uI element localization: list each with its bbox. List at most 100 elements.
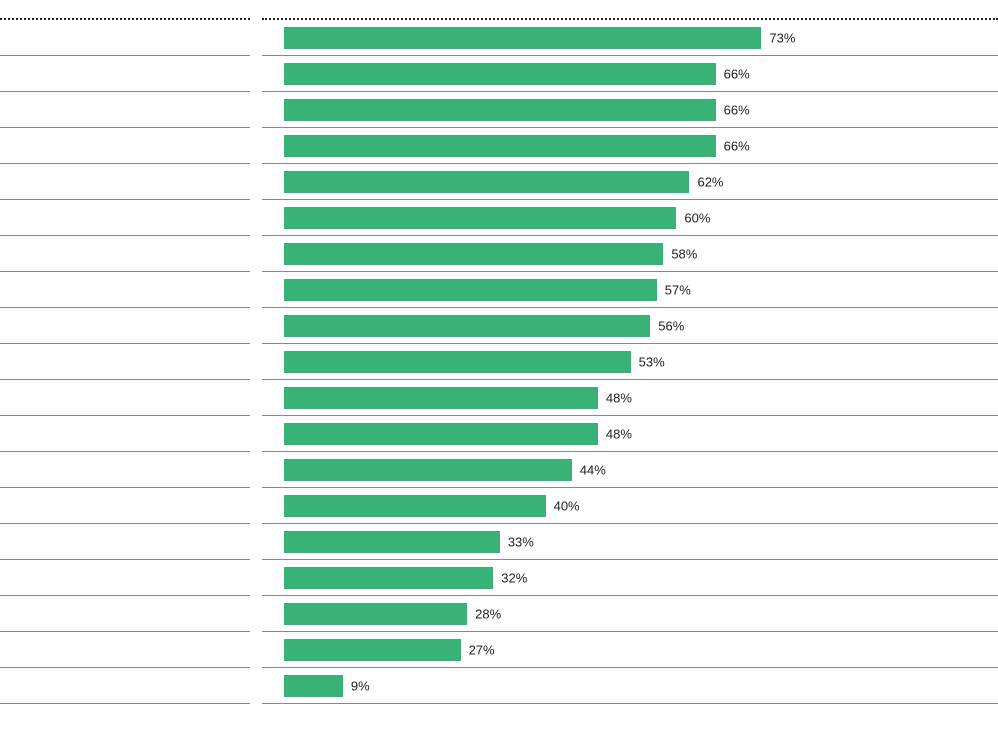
bar-track: 33% xyxy=(284,531,938,553)
bar-value-label: 66% xyxy=(724,138,750,153)
row-gap xyxy=(250,488,262,524)
header-divider-left xyxy=(0,0,250,20)
bar: 44% xyxy=(284,459,572,481)
row-bar-area: 66% xyxy=(262,56,998,92)
bar-value-label: 40% xyxy=(554,498,580,513)
row-label xyxy=(0,236,250,272)
chart-row: 44% xyxy=(0,452,998,488)
row-gap xyxy=(250,272,262,308)
chart-row: 53% xyxy=(0,344,998,380)
row-bar-area: 9% xyxy=(262,668,998,704)
chart-row: 48% xyxy=(0,380,998,416)
bar-value-label: 48% xyxy=(606,390,632,405)
bar: 73% xyxy=(284,27,761,49)
bar-value-label: 66% xyxy=(724,102,750,117)
row-label xyxy=(0,128,250,164)
row-label xyxy=(0,560,250,596)
row-label xyxy=(0,344,250,380)
bar-track: 40% xyxy=(284,495,938,517)
bar: 57% xyxy=(284,279,657,301)
row-bar-area: 60% xyxy=(262,200,998,236)
bar-value-label: 9% xyxy=(351,678,370,693)
bar: 32% xyxy=(284,567,493,589)
row-label xyxy=(0,452,250,488)
bar-track: 27% xyxy=(284,639,938,661)
bar-value-label: 53% xyxy=(639,354,665,369)
bar: 33% xyxy=(284,531,500,553)
row-bar-area: 48% xyxy=(262,380,998,416)
row-bar-area: 33% xyxy=(262,524,998,560)
row-gap xyxy=(250,416,262,452)
bar-track: 66% xyxy=(284,99,938,121)
row-bar-area: 66% xyxy=(262,92,998,128)
bar-track: 53% xyxy=(284,351,938,373)
bar-value-label: 48% xyxy=(606,426,632,441)
row-gap xyxy=(250,632,262,668)
row-gap xyxy=(250,344,262,380)
bar: 48% xyxy=(284,423,598,445)
chart-row: 33% xyxy=(0,524,998,560)
row-gap xyxy=(250,308,262,344)
row-label xyxy=(0,56,250,92)
bar-track: 62% xyxy=(284,171,938,193)
bar-track: 60% xyxy=(284,207,938,229)
bar-value-label: 66% xyxy=(724,66,750,81)
bar-value-label: 44% xyxy=(580,462,606,477)
bar-value-label: 32% xyxy=(501,570,527,585)
row-label xyxy=(0,164,250,200)
row-label xyxy=(0,416,250,452)
bar-track: 73% xyxy=(284,27,938,49)
row-label xyxy=(0,272,250,308)
row-label xyxy=(0,668,250,704)
row-label xyxy=(0,200,250,236)
row-label xyxy=(0,92,250,128)
row-bar-area: 48% xyxy=(262,416,998,452)
bar-value-label: 60% xyxy=(684,210,710,225)
row-bar-area: 27% xyxy=(262,632,998,668)
bar: 62% xyxy=(284,171,689,193)
bar-value-label: 33% xyxy=(508,534,534,549)
row-label xyxy=(0,596,250,632)
row-label xyxy=(0,632,250,668)
bar: 60% xyxy=(284,207,676,229)
bar: 58% xyxy=(284,243,663,265)
bar-value-label: 73% xyxy=(769,30,795,45)
row-gap xyxy=(250,560,262,596)
bar-track: 44% xyxy=(284,459,938,481)
row-bar-area: 62% xyxy=(262,164,998,200)
row-gap xyxy=(250,236,262,272)
row-bar-area: 32% xyxy=(262,560,998,596)
row-bar-area: 66% xyxy=(262,128,998,164)
bar-track: 56% xyxy=(284,315,938,337)
chart-row: 57% xyxy=(0,272,998,308)
chart-row: 28% xyxy=(0,596,998,632)
bar-track: 57% xyxy=(284,279,938,301)
chart-rows: 73% 66% 66% 66% 62% 60% 58% 57% 56% 53% 48% 48% 44% 4… xyxy=(0,20,998,704)
chart-row: 62% xyxy=(0,164,998,200)
chart-row: 48% xyxy=(0,416,998,452)
bar: 40% xyxy=(284,495,546,517)
chart-row: 66% xyxy=(0,56,998,92)
row-label xyxy=(0,524,250,560)
row-bar-area: 53% xyxy=(262,344,998,380)
row-gap xyxy=(250,128,262,164)
bar: 66% xyxy=(284,63,716,85)
row-bar-area: 73% xyxy=(262,20,998,56)
chart-row: 60% xyxy=(0,200,998,236)
chart-row: 66% xyxy=(0,128,998,164)
bar-value-label: 58% xyxy=(671,246,697,261)
bar: 48% xyxy=(284,387,598,409)
chart-row: 56% xyxy=(0,308,998,344)
row-bar-area: 28% xyxy=(262,596,998,632)
chart-row: 32% xyxy=(0,560,998,596)
row-label xyxy=(0,488,250,524)
bar-value-label: 56% xyxy=(658,318,684,333)
chart-row: 9% xyxy=(0,668,998,704)
row-gap xyxy=(250,92,262,128)
bar-track: 9% xyxy=(284,675,938,697)
row-label xyxy=(0,380,250,416)
chart-row: 58% xyxy=(0,236,998,272)
bar: 27% xyxy=(284,639,461,661)
row-gap xyxy=(250,20,262,56)
bar: 28% xyxy=(284,603,467,625)
